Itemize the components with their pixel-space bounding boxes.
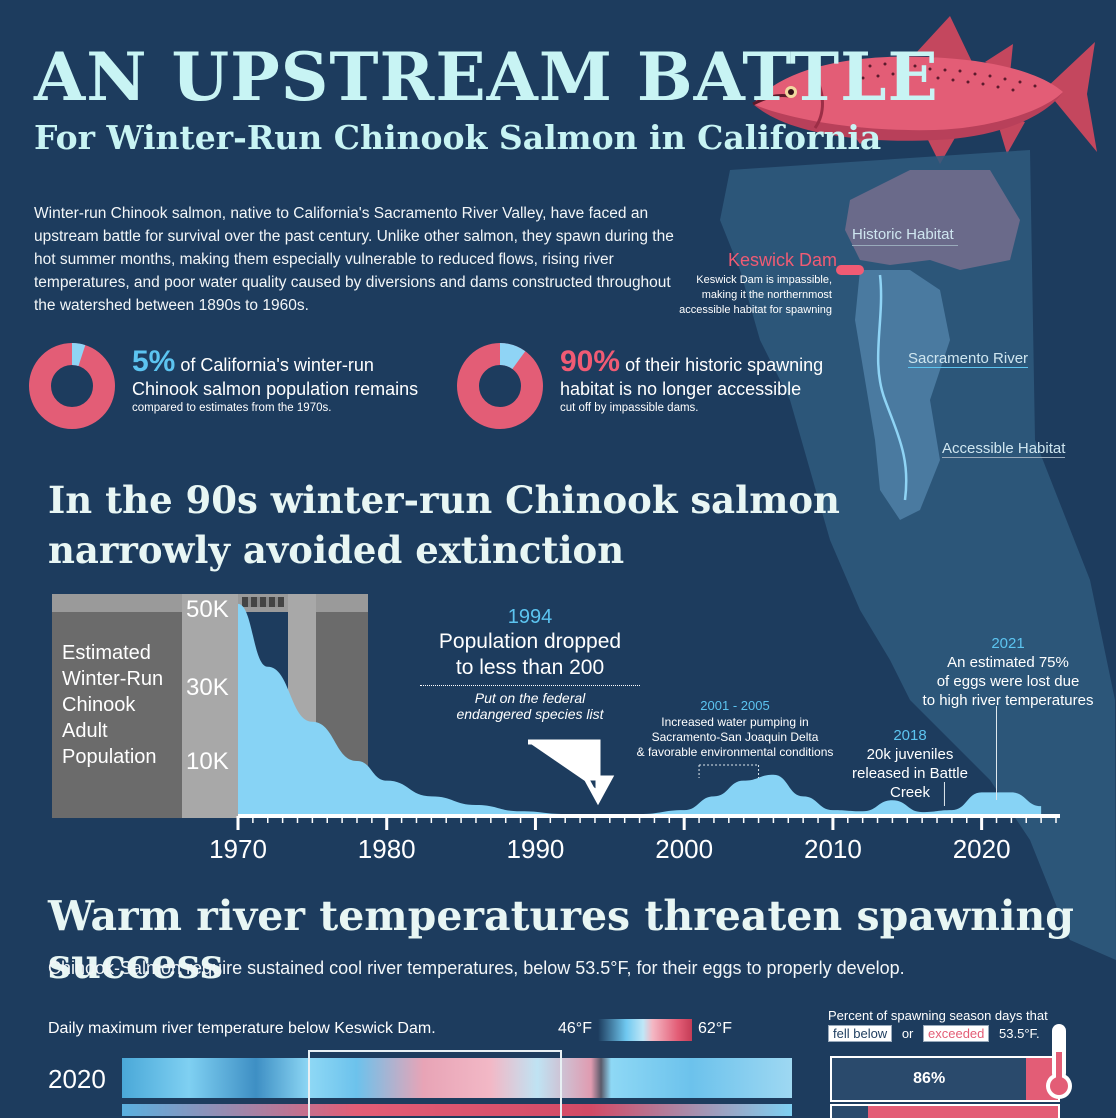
y-axis-title-line: Adult [62,720,108,742]
temperature-legend-gradient [598,1019,692,1041]
y-axis-title-line: Chinook [62,694,136,716]
heatmap-row-label: 2020 [48,1064,106,1094]
section-heading-extinction: In the 90s winter-run Chinook salmon nar… [48,475,840,575]
accessible-habitat-label: Accessible Habitat [942,440,1066,458]
annotation-year: 1994 [507,606,553,628]
stat-line2: habitat is no longer accessible [560,379,802,399]
stat-note: compared to estimates from the 1970s. [132,402,332,414]
annotation-1994: 1994 Population dropped to less than 200… [420,606,640,722]
stat-note: cut off by impassible dams. [560,402,699,414]
percent-bar-below-fill: 86% [832,1058,1027,1100]
thermometer-icon [1046,1024,1072,1099]
annotation-note: & favorable environmental conditions [636,745,834,759]
percent-legend: fell below or exceeded 53.5°F. [828,1025,1040,1042]
section-subheading: Chinook-Salmon require sustained cool ri… [48,958,905,978]
dam-note-line: Keswick Dam is impassible, [696,274,832,286]
y-tick-label: 10K [186,748,229,775]
donut-slice-habitat [499,343,526,370]
legend-low-label: 46°F [558,1020,592,1037]
dam-marker [836,265,864,275]
x-tick-label: 1970 [209,834,267,864]
keswick-dam-label: Keswick Dam [728,250,838,270]
annotation-note: to high river temperatures [922,692,1094,709]
percent-value: 86% [913,1070,946,1087]
heading-line: In the 90s winter-run Chinook salmon [48,478,840,522]
y-axis-title: Estimated Winter-Run Chinook Adult Popul… [62,640,163,770]
spawning-season-highlight [308,1050,562,1118]
dam-note: Keswick Dam is impassible, making it the… [640,273,832,318]
x-tick-label: 2020 [953,834,1011,864]
page-subtitle: For Winter-Run Chinook Salmon in Califor… [34,118,882,157]
annotation-note: Put on the federal [474,690,586,706]
threshold-label: 53.5°F. [999,1026,1040,1041]
intro-paragraph: Winter-run Chinook salmon, native to Cal… [34,205,674,314]
stat-value: 5% [132,345,176,378]
donut-chart-habitat [457,343,543,429]
annotation-2001-2005: 2001 - 2005 Increased water pumping in S… [620,698,850,760]
annotation-year: 2018 [893,727,927,744]
dam-note-line: accessible habitat for spawning [679,304,832,316]
annotation-note: Sacramento-San Joaquin Delta [651,730,819,744]
or-label: or [901,1026,914,1041]
stat-population: 5% of California's winter-run Chinook sa… [132,347,432,415]
heatmap-row-next [122,1104,792,1116]
y-axis-title-line: Estimated [62,642,151,664]
x-tick-label: 2010 [804,834,862,864]
annotation-note: of eggs were lost due [936,673,1080,690]
stat-habitat: 90% of their historic spawning habitat i… [560,347,860,415]
annotation-2021: 2021 An estimated 75% of eggs were lost … [918,634,1098,710]
annotation-title: Population dropped [438,630,622,653]
annotation-note: Increased water pumping in [661,715,809,729]
historic-habitat-label: Historic Habitat [852,226,958,246]
exceeded-badge: exceeded [923,1025,990,1042]
annotation-note: 20k juveniles [866,746,954,763]
annotation-year: 2001 - 2005 [700,698,770,713]
annotation-title: to less than 200 [420,655,640,686]
y-tick-label: 50K [186,596,229,623]
heatmap-title: Daily maximum river temperature below Ke… [48,1020,436,1037]
x-tick-label: 2000 [655,834,713,864]
heading-line: narrowly avoided extinction [48,528,625,572]
population-area [238,603,1042,816]
x-tick-label: 1980 [358,834,416,864]
section-heading-temperature: Warm river temperatures threaten spawnin… [48,892,1074,988]
arrow-down-icon [528,739,615,806]
page-title: AN UPSTREAM BATTLE [34,38,939,116]
sacramento-river-label: Sacramento River [908,350,1029,368]
annotation-2018: 2018 20k juveniles released in Battle Cr… [830,726,990,802]
stat-line2: Chinook salmon population remains [132,379,419,399]
stat-line1: of California's winter-run [180,355,374,375]
population-area-chart: 1970 1980 1990 2000 2010 2020 [209,603,1060,864]
stat-value: 90% [560,345,621,378]
legend-high-label: 62°F [698,1020,732,1037]
annotation-note: An estimated 75% [947,654,1069,671]
percent-bar-next [830,1104,1060,1118]
y-tick-label: 30K [186,674,229,701]
annotation-year: 2021 [991,635,1025,652]
y-axis-title-line: Population [62,746,157,768]
percent-title: Percent of spawning season days that [828,1008,1048,1023]
heatmap-row-2020 [122,1058,792,1098]
annotation-note: released in Battle Creek [852,765,968,801]
donut-chart-population [29,343,115,429]
below-badge: fell below [828,1025,893,1042]
donut-slice-population [71,343,86,367]
y-axis-title-line: Winter-Run [62,668,164,690]
salmon-illustration [752,16,1097,164]
dam-note-line: making it the northernmost [701,289,832,301]
california-map [720,150,1116,960]
x-tick-label: 1990 [507,834,565,864]
annotation-note: endangered species list [456,706,604,722]
stat-line1: of their historic spawning [625,355,824,375]
percent-bar-2020: 86% [830,1056,1060,1102]
